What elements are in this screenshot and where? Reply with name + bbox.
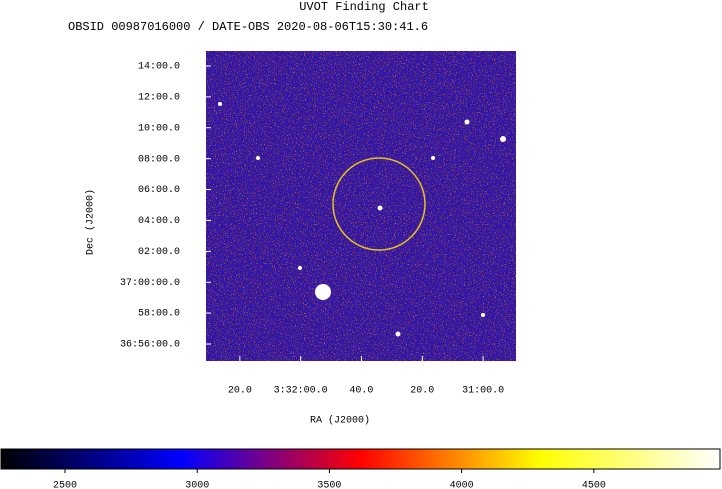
x-tick-label: 31:00.0 [462,386,504,397]
star [377,205,383,211]
chart-title: UVOT Finding Chart [299,0,429,14]
colorbar-tick-label: 3500 [317,481,341,489]
y-tick-label: 36:56:00.0 [120,340,180,351]
y-tick-label: 14:00.0 [138,62,180,73]
x-axis-label: RA (J2000) [310,415,370,427]
colorbar [0,448,721,470]
y-tick-label: 12:00.0 [138,93,180,104]
sky-image [206,51,516,361]
x-tick-label: 40.0 [349,386,373,397]
star [395,331,401,337]
star [315,284,331,300]
source-region [332,157,426,251]
star [500,136,506,142]
colorbar-tick-label: 3000 [185,481,209,489]
star [298,266,302,270]
colorbar-tick-label: 4000 [450,481,474,489]
y-tick-label: 10:00.0 [138,123,180,134]
stars [218,102,506,337]
y-axis-label: Dec (J2000) [85,189,97,255]
y-tick-label: 04:00.0 [138,216,180,227]
x-tick-label: 3:32:00.0 [274,386,328,397]
x-tick-label: 20.0 [410,386,434,397]
star [431,156,435,160]
colorbar-tick-label: 4500 [582,481,606,489]
star [256,156,260,160]
x-tick-label: 20.0 [228,386,252,397]
image-noise [206,51,516,361]
star [464,119,470,125]
y-tick-label: 02:00.0 [138,247,180,258]
chart-subtitle: OBSID 00987016000 / DATE-OBS 2020-08-06T… [68,20,428,34]
star [481,313,485,317]
star [218,102,222,106]
y-tick-label: 06:00.0 [138,185,180,196]
y-tick-label: 37:00:00.0 [120,278,180,289]
y-tick-label: 58:00.0 [138,309,180,320]
y-tick-label: 08:00.0 [138,154,180,165]
colorbar-tick-label: 2500 [53,481,77,489]
